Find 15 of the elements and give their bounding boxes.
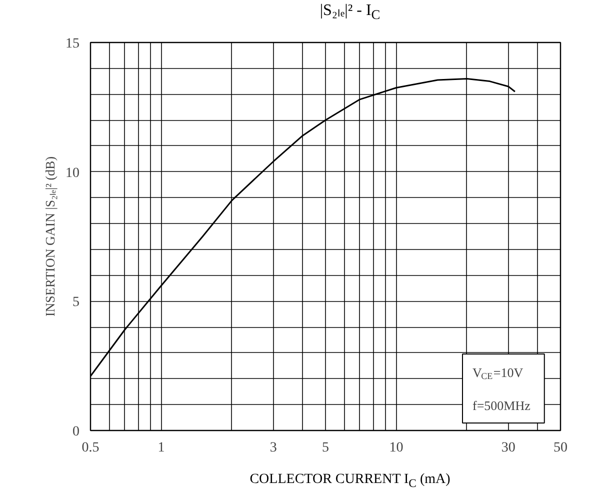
y-axis-title: INSERTION GAIN |S₂ₗₑ|² (dB): [42, 156, 58, 317]
x-axis-title: COLLECTOR CURRENT I$_{C}$ (mA): [250, 471, 450, 492]
y-tick-label: 15: [66, 36, 80, 52]
x-tick-label: 30: [501, 440, 516, 456]
y-tick-label: 0: [72, 424, 80, 440]
y-tick-label: 10: [66, 166, 80, 181]
chart-title: |S₂ₗₑ|² - I$_{C}$: [320, 1, 380, 24]
x-tick-label: 3: [270, 440, 277, 456]
x-tick-label: 10: [389, 440, 404, 456]
x-tick-label: 0.5: [82, 440, 100, 456]
x-tick-label: 5: [322, 440, 329, 456]
annotation: f=500MHz: [472, 398, 531, 413]
x-tick-label: 50: [554, 440, 568, 456]
x-tick-label: 1: [158, 440, 165, 456]
y-tick-label: 5: [72, 295, 80, 310]
